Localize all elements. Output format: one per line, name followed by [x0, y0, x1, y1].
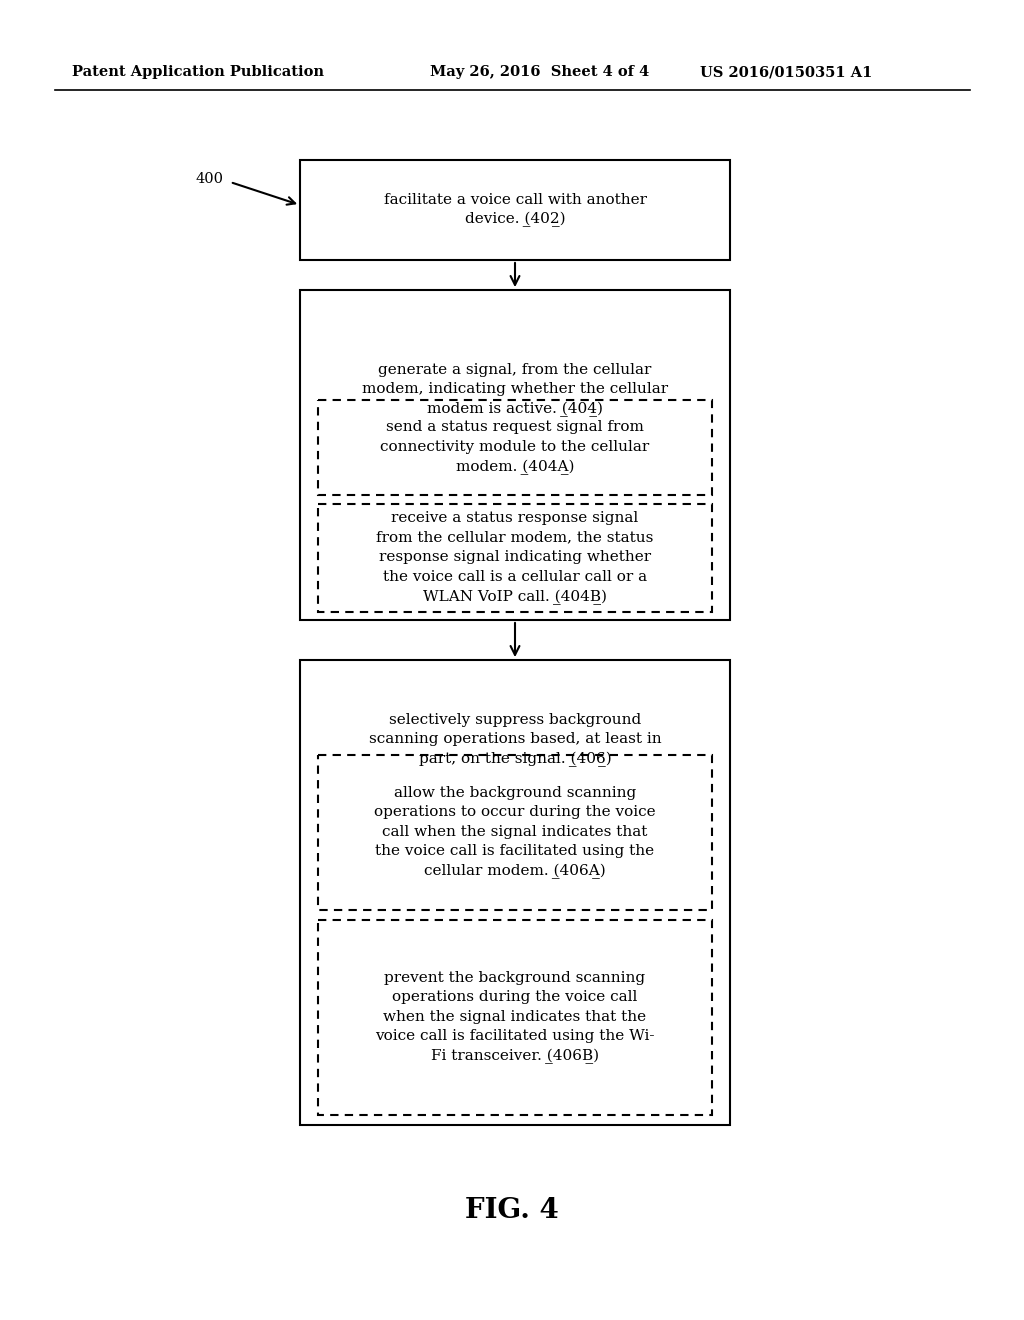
Text: May 26, 2016  Sheet 4 of 4: May 26, 2016 Sheet 4 of 4	[430, 65, 649, 79]
Text: generate a signal, from the cellular
modem, indicating whether the cellular
mode: generate a signal, from the cellular mod…	[361, 363, 668, 417]
Bar	[318, 920, 712, 1115]
Bar	[318, 755, 712, 909]
Bar	[318, 400, 712, 495]
Bar	[300, 660, 730, 1125]
Bar	[318, 504, 712, 612]
Bar	[300, 160, 730, 260]
Text: send a status request signal from
connectivity module to the cellular
modem. (̲4: send a status request signal from connec…	[380, 420, 649, 475]
Text: receive a status response signal
from the cellular modem, the status
response si: receive a status response signal from th…	[376, 511, 653, 605]
Text: selectively suppress background
scanning operations based, at least in
part, on : selectively suppress background scanning…	[369, 713, 662, 767]
Text: 400: 400	[195, 172, 223, 186]
Bar	[300, 290, 730, 620]
Text: Patent Application Publication: Patent Application Publication	[72, 65, 324, 79]
Text: allow the background scanning
operations to occur during the voice
call when the: allow the background scanning operations…	[374, 785, 655, 879]
Text: US 2016/0150351 A1: US 2016/0150351 A1	[700, 65, 872, 79]
Text: prevent the background scanning
operations during the voice call
when the signal: prevent the background scanning operatio…	[375, 970, 654, 1064]
Text: FIG. 4: FIG. 4	[465, 1196, 559, 1224]
Text: facilitate a voice call with another
device. (̲402̲): facilitate a voice call with another dev…	[384, 193, 646, 227]
